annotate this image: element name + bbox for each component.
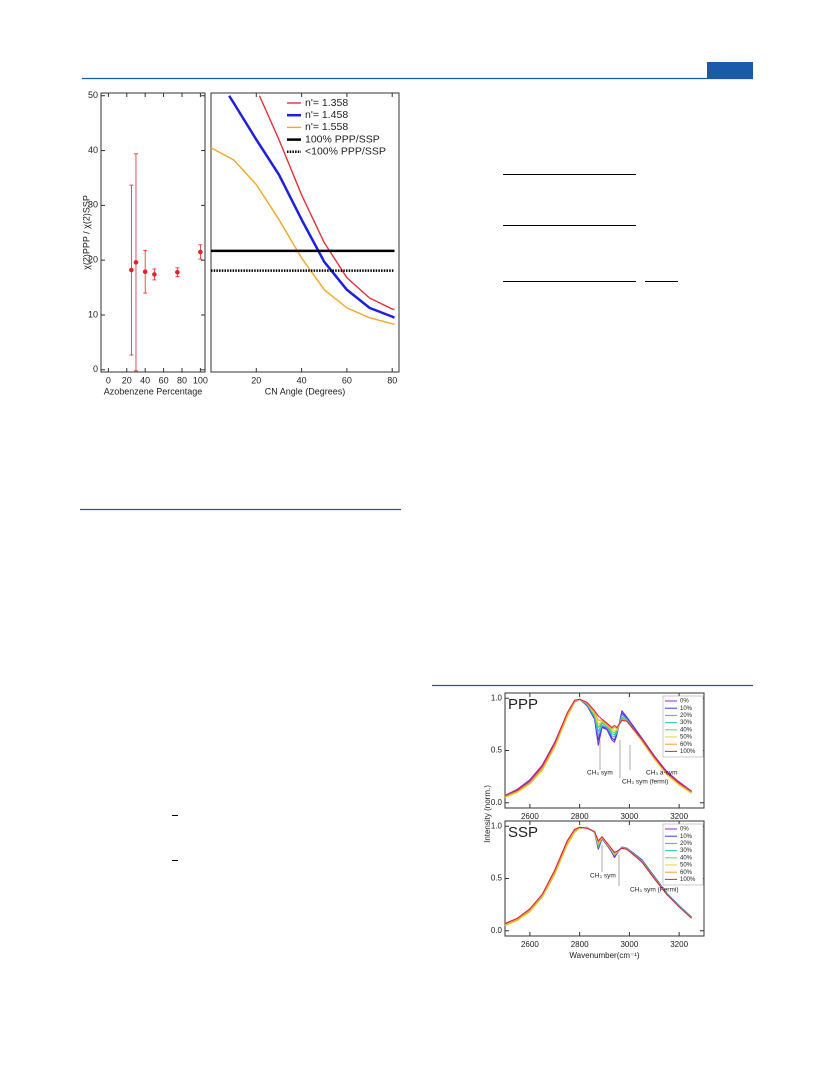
x-tick-label: 20 xyxy=(251,375,261,385)
y-axis-label: Intensity (norm.) xyxy=(483,785,492,843)
legend-label: 10% xyxy=(680,706,693,712)
x-tick-label: 80 xyxy=(177,375,187,385)
legend-label: 0% xyxy=(680,827,689,833)
x-tick-label: 2600 xyxy=(521,812,539,821)
data-point xyxy=(152,272,157,277)
x-tick-label: 40 xyxy=(297,375,307,385)
x-tick-label: 3200 xyxy=(670,940,688,949)
y-tick-label: 1.0 xyxy=(491,693,503,702)
plot-frame xyxy=(210,92,400,373)
x-tick-label: 60 xyxy=(342,375,352,385)
legend-label: 100% xyxy=(680,749,696,755)
series-line xyxy=(504,698,692,799)
legend-label: 40% xyxy=(680,855,693,861)
legend-label: 20% xyxy=(680,841,693,847)
legend-label: 20% xyxy=(680,713,693,719)
series-line xyxy=(258,95,395,311)
series-line xyxy=(504,698,692,798)
data-point xyxy=(133,260,139,265)
data-point xyxy=(129,267,134,273)
x-tick-label: 2800 xyxy=(571,940,589,949)
legend-label: 0% xyxy=(680,699,689,705)
y-tick-label: 0.5 xyxy=(491,874,503,883)
data-point xyxy=(142,269,148,274)
y-tick-label: 20 xyxy=(88,255,98,265)
x-axis-label: Wavenumber(cm⁻¹) xyxy=(569,951,639,960)
x-tick-label: 0 xyxy=(106,375,111,385)
x-tick-label: 3000 xyxy=(620,940,638,949)
y-tick-label: 40 xyxy=(88,145,98,155)
annotation: CH₃ a-sym xyxy=(646,770,678,777)
legend-label: 50% xyxy=(680,863,693,869)
legend-label: 40% xyxy=(680,727,693,733)
y-tick-label: 30 xyxy=(88,200,98,210)
legend-label: 30% xyxy=(680,848,693,854)
x-tick-label: 3200 xyxy=(670,812,688,821)
legend-label: 30% xyxy=(680,720,693,726)
legend-label: n'= 1.358 xyxy=(305,97,348,109)
legend-box xyxy=(662,823,704,886)
legend-label: 60% xyxy=(680,870,693,876)
annotation: CH₃ sym (Fermi) xyxy=(630,887,679,894)
x-tick-label: 100 xyxy=(193,375,208,385)
annotation: CH₃ sym xyxy=(587,770,613,777)
x-tick-label: 80 xyxy=(387,375,397,385)
y-tick-label: 0.0 xyxy=(491,926,503,935)
data-point xyxy=(175,269,180,275)
legend-label: <100% PPP/SSP xyxy=(305,146,386,158)
legend-label: 60% xyxy=(680,742,693,748)
legend-label: 100% xyxy=(680,877,696,883)
data-point xyxy=(198,249,203,255)
x-axis-label: Azobenzene Percentage xyxy=(104,386,203,396)
x-tick-label: 20 xyxy=(122,375,132,385)
header-tab xyxy=(707,62,753,79)
x-tick-label: 2800 xyxy=(571,812,589,821)
legend-box xyxy=(662,695,704,758)
annotation: CH₃ sym (fermi) xyxy=(622,779,668,786)
x-axis-label: CN Angle (Degrees) xyxy=(265,386,346,396)
legend-label: n'= 1.458 xyxy=(305,109,348,121)
x-tick-label: 2600 xyxy=(521,940,539,949)
legend-label: 50% xyxy=(680,735,693,741)
panel-label: SSP xyxy=(508,824,538,841)
x-tick-label: 40 xyxy=(140,375,150,385)
y-tick-label: 1.0 xyxy=(491,821,503,830)
plot-frame xyxy=(100,92,206,373)
y-axis-label: χ(2)PPP / χ(2)SSP xyxy=(81,195,91,270)
series-line xyxy=(504,826,692,924)
y-tick-label: 50 xyxy=(88,90,98,100)
x-tick-label: 60 xyxy=(159,375,169,385)
annotation: CH₃ sym xyxy=(590,873,616,880)
series-line xyxy=(210,147,395,325)
y-tick-label: 0 xyxy=(93,364,98,374)
x-tick-label: 3000 xyxy=(620,812,638,821)
panel-label: PPP xyxy=(508,696,538,713)
y-tick-label: 0.0 xyxy=(491,798,503,807)
series-line xyxy=(504,698,692,796)
series-line xyxy=(228,95,396,319)
legend-label: n'= 1.558 xyxy=(305,121,348,133)
y-tick-label: 0.5 xyxy=(491,746,503,755)
legend-label: 100% PPP/SSP xyxy=(305,133,380,145)
y-tick-label: 10 xyxy=(88,309,98,319)
legend-label: 10% xyxy=(680,834,693,840)
